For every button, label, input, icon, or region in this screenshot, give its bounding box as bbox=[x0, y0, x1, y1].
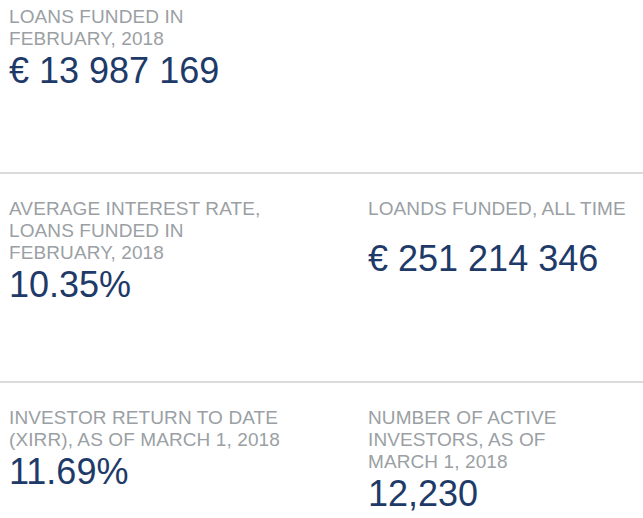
active-investors-label: NUMBER OF ACTIVE INVESTORS, AS OF MARCH … bbox=[368, 407, 635, 473]
stat-card-active-investors: NUMBER OF ACTIVE INVESTORS, AS OF MARCH … bbox=[368, 407, 643, 515]
stat-card-average-interest-rate: AVERAGE INTEREST RATE, LOANS FUNDED IN F… bbox=[0, 198, 368, 306]
loans-funded-february-label: LOANS FUNDED IN FEBRUARY, 2018 bbox=[9, 6, 368, 50]
average-interest-rate-label: AVERAGE INTEREST RATE, LOANS FUNDED IN F… bbox=[9, 198, 368, 264]
stat-card-loans-funded-february: LOANS FUNDED IN FEBRUARY, 2018 € 13 987 … bbox=[0, 6, 368, 92]
stats-row-3: INVESTOR RETURN TO DATE (XIRR), AS OF MA… bbox=[0, 383, 643, 518]
stat-card-loans-funded-all-time: LOANDS FUNDED, ALL TIME € 251 214 346 bbox=[368, 198, 643, 280]
investor-return-xirr-value: 11.69% bbox=[9, 451, 368, 493]
loans-funded-all-time-label: LOANDS FUNDED, ALL TIME bbox=[368, 198, 635, 220]
active-investors-value: 12,230 bbox=[368, 473, 635, 515]
stat-card-investor-return-xirr: INVESTOR RETURN TO DATE (XIRR), AS OF MA… bbox=[0, 407, 368, 493]
stats-row-2: AVERAGE INTEREST RATE, LOANS FUNDED IN F… bbox=[0, 174, 643, 381]
statistics-dashboard: LOANS FUNDED IN FEBRUARY, 2018 € 13 987 … bbox=[0, 0, 643, 518]
average-interest-rate-value: 10.35% bbox=[9, 264, 368, 306]
loans-funded-february-value: € 13 987 169 bbox=[9, 50, 368, 92]
investor-return-xirr-label: INVESTOR RETURN TO DATE (XIRR), AS OF MA… bbox=[9, 407, 368, 451]
loans-funded-all-time-value: € 251 214 346 bbox=[368, 238, 635, 280]
stats-row-1: LOANS FUNDED IN FEBRUARY, 2018 € 13 987 … bbox=[0, 0, 643, 172]
